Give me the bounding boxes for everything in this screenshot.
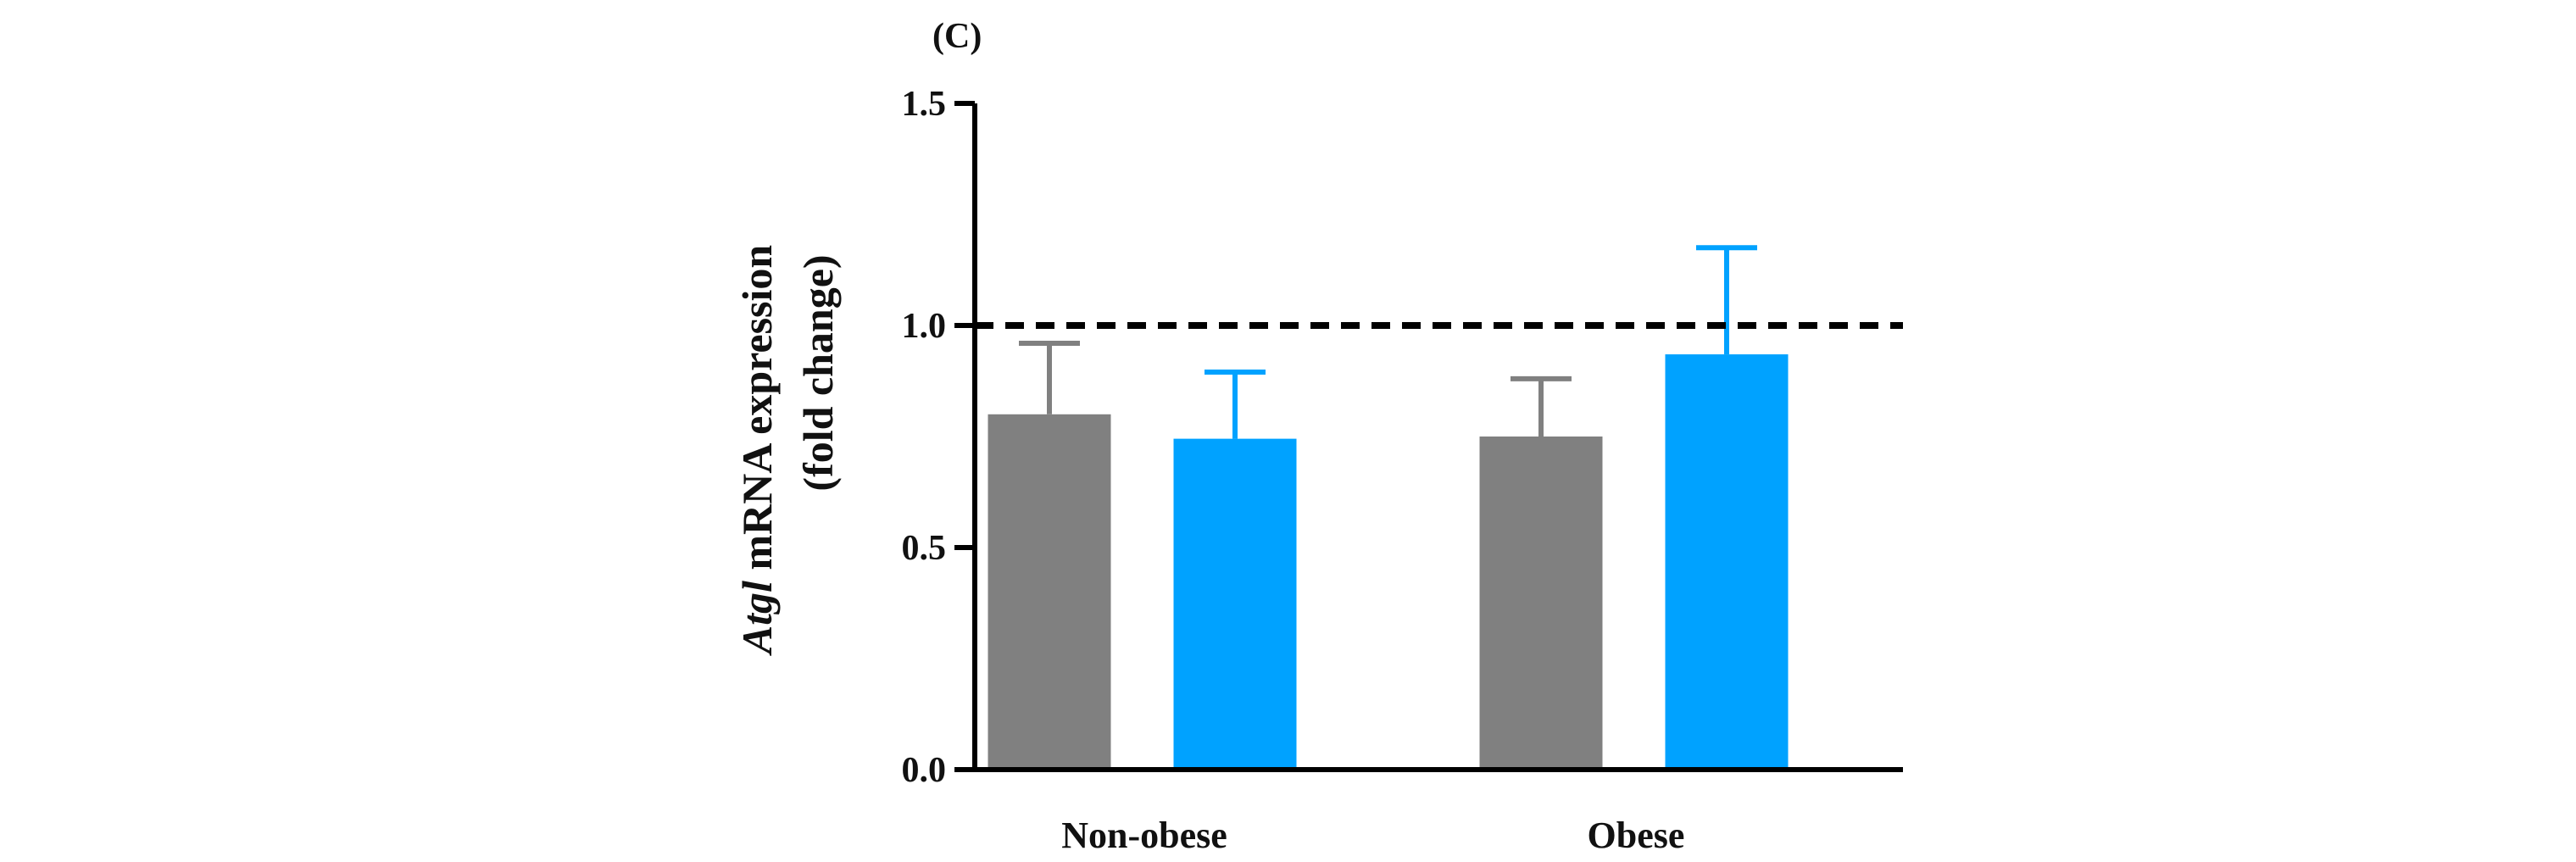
y-tick-label: 1.5 (902, 85, 947, 124)
bar-obese-series-2 (1665, 354, 1789, 770)
y-tick-label: 1.0 (902, 307, 947, 346)
category-labels: Non-obese Obese (1061, 815, 1684, 856)
y-axis-title-italic: Atgl (733, 581, 781, 656)
bar-non-obese-series-1 (988, 414, 1111, 770)
y-axis-title-line2: (fold change) (794, 254, 842, 491)
y-tick-label: 0.0 (902, 751, 947, 790)
panel-label: (C) (932, 17, 982, 56)
x-category-label: Non-obese (1061, 815, 1227, 856)
y-axis-title: Atgl mRNA expression (733, 245, 781, 657)
y-ticks: 0.0 0.5 1.0 1.5 (902, 85, 975, 790)
bars (988, 354, 1789, 770)
y-tick-label: 0.5 (902, 529, 947, 568)
y-axis-title-rest: mRNA expression (733, 245, 781, 581)
bar-obese-series-1 (1479, 437, 1603, 770)
bar-non-obese-series-2 (1173, 438, 1297, 770)
error-bars (1019, 245, 1757, 439)
x-category-label: Obese (1588, 815, 1685, 856)
